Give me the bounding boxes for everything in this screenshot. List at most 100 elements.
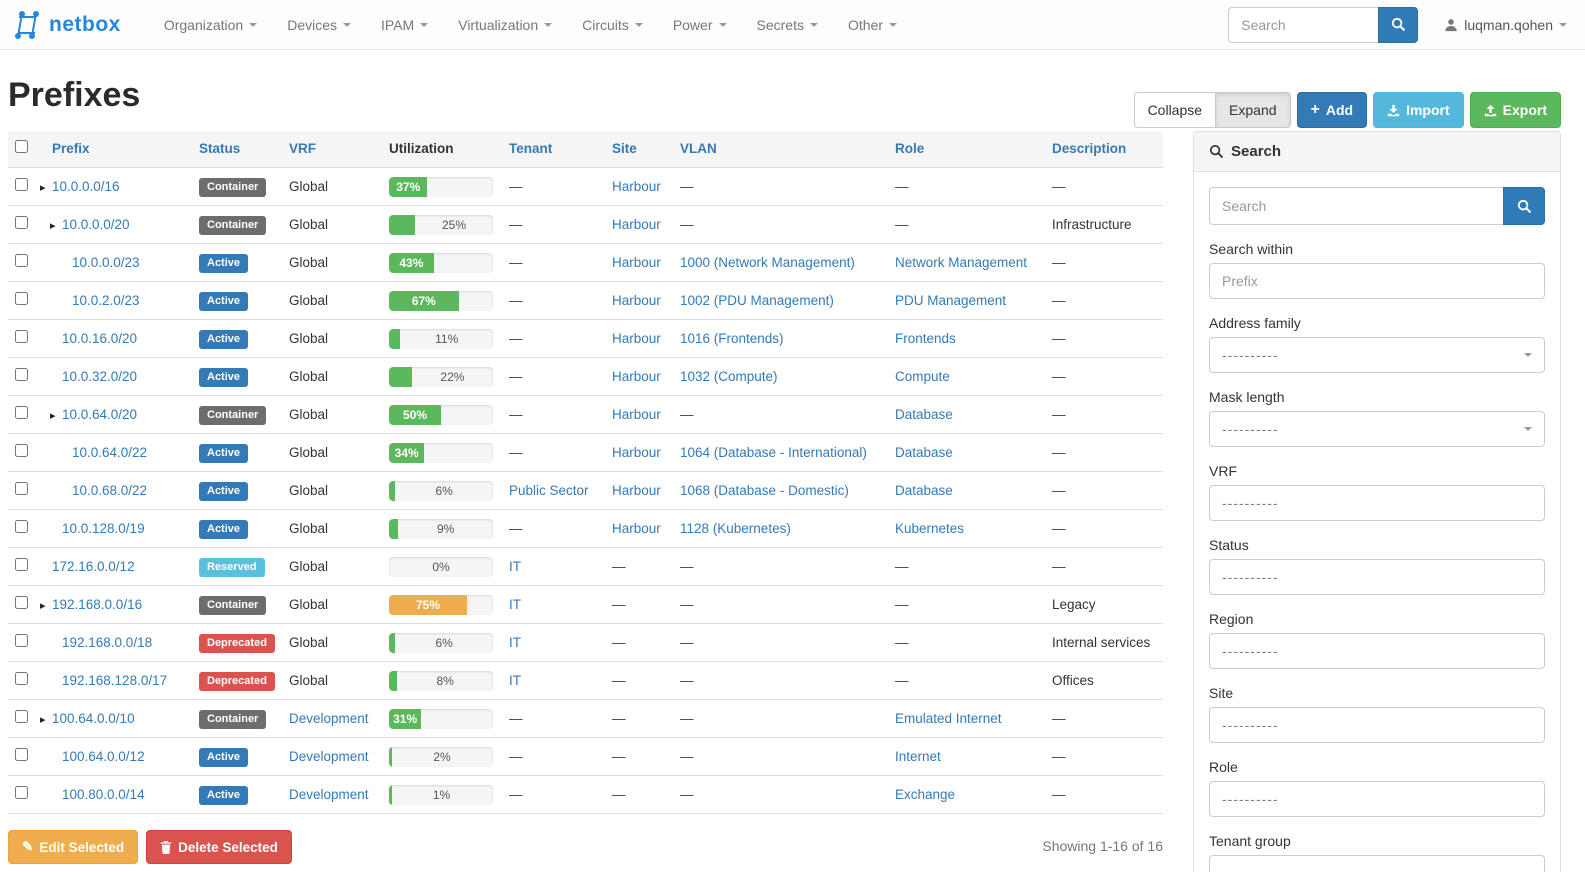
site-link[interactable]: Harbour	[612, 368, 661, 384]
sort-column-link[interactable]: Site	[612, 141, 637, 156]
prefix-link[interactable]: 10.0.0.0/16	[52, 178, 120, 194]
prefix-link[interactable]: 192.168.0.0/18	[62, 634, 153, 650]
prefix-link[interactable]: 10.0.32.0/20	[62, 368, 138, 384]
sort-column-link[interactable]: VRF	[289, 141, 316, 156]
nav-item-organization[interactable]: Organization	[149, 0, 272, 49]
prefix-link[interactable]: 10.0.16.0/20	[62, 330, 138, 346]
filter-select-mask-length[interactable]: ----------	[1209, 411, 1545, 447]
nav-item-ipam[interactable]: IPAM	[366, 0, 443, 49]
prefix-link[interactable]: 100.64.0.0/10	[52, 710, 135, 726]
row-checkbox[interactable]	[15, 785, 28, 799]
row-checkbox[interactable]	[15, 633, 28, 647]
expand-caret-icon[interactable]: ▸	[50, 409, 56, 422]
nav-item-other[interactable]: Other	[833, 0, 912, 49]
prefix-link[interactable]: 10.0.68.0/22	[72, 482, 148, 498]
vrf-link[interactable]: Development	[289, 710, 369, 726]
prefix-link[interactable]: 10.0.128.0/19	[62, 520, 145, 536]
prefix-link[interactable]: 192.168.128.0/17	[62, 672, 168, 688]
role-link[interactable]: Exchange	[895, 786, 956, 802]
filter-field-status[interactable]: ----------	[1209, 559, 1545, 595]
nav-item-virtualization[interactable]: Virtualization	[443, 0, 567, 49]
row-checkbox[interactable]	[15, 443, 28, 457]
global-search-input[interactable]	[1228, 6, 1379, 43]
tenant-link[interactable]: Public Sector	[509, 482, 589, 498]
tenant-link[interactable]: IT	[509, 634, 521, 650]
filter-field-region[interactable]: ----------	[1209, 633, 1545, 669]
site-link[interactable]: Harbour	[612, 216, 661, 232]
prefix-link[interactable]: 10.0.64.0/20	[62, 406, 138, 422]
collapse-button[interactable]: Collapse	[1133, 92, 1217, 128]
filter-field-role[interactable]: ----------	[1209, 781, 1545, 817]
nav-item-power[interactable]: Power	[658, 0, 742, 49]
role-link[interactable]: Kubernetes	[895, 520, 965, 536]
vlan-link[interactable]: 1016 (Frontends)	[680, 330, 784, 346]
row-checkbox[interactable]	[15, 405, 28, 419]
site-link[interactable]: Harbour	[612, 482, 661, 498]
global-search-button[interactable]	[1378, 6, 1419, 43]
vlan-link[interactable]: 1002 (PDU Management)	[680, 292, 834, 308]
filter-search-input[interactable]	[1209, 187, 1503, 225]
filter-field-site[interactable]: ----------	[1209, 707, 1545, 743]
sort-column-link[interactable]: Prefix	[52, 141, 90, 156]
filter-input-search-within[interactable]	[1222, 273, 1532, 289]
row-checkbox[interactable]	[15, 291, 28, 305]
user-menu[interactable]: luqman.qohen	[1444, 17, 1573, 33]
tenant-link[interactable]: IT	[509, 596, 521, 612]
sort-column-link[interactable]: Tenant	[509, 141, 553, 156]
sort-column-link[interactable]: Role	[895, 141, 925, 156]
row-checkbox[interactable]	[15, 557, 28, 571]
import-button[interactable]: Import	[1373, 92, 1464, 128]
row-checkbox[interactable]	[15, 329, 28, 343]
site-link[interactable]: Harbour	[612, 520, 661, 536]
vlan-link[interactable]: 1128 (Kubernetes)	[680, 520, 791, 536]
prefix-link[interactable]: 172.16.0.0/12	[52, 558, 135, 574]
filter-field-vrf[interactable]: ----------	[1209, 485, 1545, 521]
expand-button[interactable]: Expand	[1216, 92, 1291, 128]
prefix-link[interactable]: 100.64.0.0/12	[62, 748, 145, 764]
role-link[interactable]: Database	[895, 482, 953, 498]
role-link[interactable]: Database	[895, 444, 953, 460]
expand-caret-icon[interactable]: ▸	[40, 599, 46, 612]
vrf-link[interactable]: Development	[289, 748, 369, 764]
nav-item-circuits[interactable]: Circuits	[567, 0, 658, 49]
vlan-link[interactable]: 1068 (Database - Domestic)	[680, 482, 849, 498]
vlan-link[interactable]: 1032 (Compute)	[680, 368, 778, 384]
vlan-link[interactable]: 1000 (Network Management)	[680, 254, 855, 270]
prefix-link[interactable]: 10.0.0.0/20	[62, 216, 130, 232]
sort-column-link[interactable]: Status	[199, 141, 241, 156]
prefix-link[interactable]: 10.0.0.0/23	[72, 254, 140, 270]
row-checkbox[interactable]	[15, 709, 28, 723]
vrf-link[interactable]: Development	[289, 786, 369, 802]
row-checkbox[interactable]	[15, 481, 28, 495]
role-link[interactable]: PDU Management	[895, 292, 1007, 308]
nav-item-secrets[interactable]: Secrets	[742, 0, 833, 49]
filter-search-button[interactable]	[1503, 187, 1545, 225]
site-link[interactable]: Harbour	[612, 292, 661, 308]
expand-caret-icon[interactable]: ▸	[40, 713, 46, 726]
row-checkbox[interactable]	[15, 747, 28, 761]
expand-caret-icon[interactable]: ▸	[50, 219, 56, 232]
nav-item-devices[interactable]: Devices	[272, 0, 366, 49]
row-checkbox[interactable]	[15, 215, 28, 229]
sort-column-link[interactable]: VLAN	[680, 141, 717, 156]
prefix-link[interactable]: 100.80.0.0/14	[62, 786, 145, 802]
row-checkbox[interactable]	[15, 253, 28, 267]
role-link[interactable]: Emulated Internet	[895, 710, 1002, 726]
row-checkbox[interactable]	[15, 367, 28, 381]
tenant-link[interactable]: IT	[509, 558, 521, 574]
site-link[interactable]: Harbour	[612, 254, 661, 270]
row-checkbox[interactable]	[15, 177, 28, 191]
tenant-link[interactable]: IT	[509, 672, 521, 688]
prefix-link[interactable]: 10.0.2.0/23	[72, 292, 140, 308]
filter-field-tenant-group[interactable]: ----------	[1209, 855, 1545, 872]
role-link[interactable]: Internet	[895, 748, 941, 764]
role-link[interactable]: Compute	[895, 368, 950, 384]
delete-selected-button[interactable]: Delete Selected	[146, 830, 292, 864]
filter-select-address-family[interactable]: ----------	[1209, 337, 1545, 373]
add-button[interactable]: + Add	[1296, 92, 1368, 128]
row-checkbox[interactable]	[15, 519, 28, 533]
select-all-checkbox[interactable]	[15, 140, 28, 153]
row-checkbox[interactable]	[15, 671, 28, 685]
site-link[interactable]: Harbour	[612, 444, 661, 460]
prefix-link[interactable]: 10.0.64.0/22	[72, 444, 148, 460]
